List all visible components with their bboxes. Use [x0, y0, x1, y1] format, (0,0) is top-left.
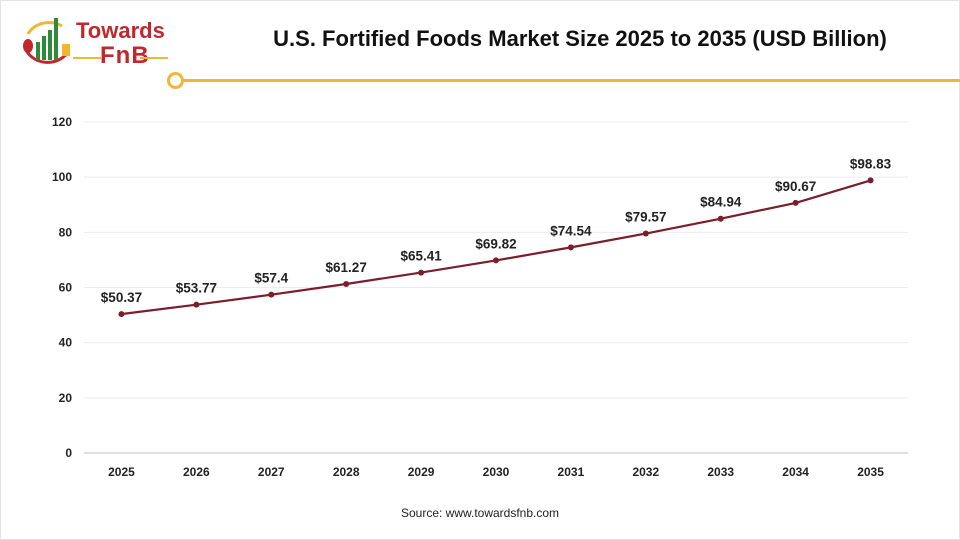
- data-label: $53.77: [176, 281, 217, 296]
- x-tick-label: 2034: [782, 465, 809, 479]
- data-point: [193, 301, 200, 308]
- y-tick-label: 60: [59, 281, 73, 295]
- logo-divider: [140, 57, 168, 59]
- x-tick-label: 2028: [333, 465, 360, 479]
- data-point: [567, 244, 574, 251]
- y-tick-label: 20: [59, 391, 73, 405]
- x-tick-label: 2031: [558, 465, 585, 479]
- data-point: [118, 311, 125, 318]
- data-label: $98.83: [850, 156, 892, 171]
- x-tick-label: 2032: [632, 465, 659, 479]
- y-tick-label: 100: [52, 170, 72, 184]
- data-label: $74.54: [550, 223, 592, 238]
- x-tick-label: 2030: [483, 465, 510, 479]
- logo: Towards FnB: [18, 12, 168, 72]
- data-point: [493, 257, 499, 264]
- logo-divider: [73, 57, 101, 59]
- logo-text-fnb: FnB: [100, 42, 150, 69]
- y-tick-label: 40: [59, 336, 73, 350]
- data-label: $79.57: [625, 210, 666, 225]
- x-tick-label: 2026: [183, 465, 210, 479]
- data-point: [268, 291, 275, 298]
- data-label: $84.94: [700, 195, 742, 210]
- chart-title: U.S. Fortified Foods Market Size 2025 to…: [273, 26, 887, 51]
- data-label: $90.67: [775, 179, 816, 194]
- logo-text-towards: Towards: [76, 18, 165, 43]
- data-point: [717, 215, 724, 222]
- data-label: $50.37: [101, 290, 142, 305]
- data-point: [418, 269, 425, 276]
- data-point: [642, 230, 649, 237]
- y-tick-label: 80: [59, 225, 73, 239]
- data-point: [792, 199, 799, 206]
- y-tick-label: 0: [65, 446, 72, 460]
- data-label: $61.27: [326, 260, 367, 275]
- data-point: [867, 177, 874, 184]
- header-rule: [182, 79, 960, 82]
- data-label: $65.41: [400, 249, 442, 264]
- y-tick-label: 120: [52, 115, 72, 129]
- x-tick-label: 2033: [707, 465, 734, 479]
- data-label: $57.4: [254, 271, 288, 286]
- x-tick-label: 2025: [108, 465, 135, 479]
- x-tick-label: 2027: [258, 465, 285, 479]
- data-label: $69.82: [475, 236, 516, 251]
- source-note: Source: www.towardsfnb.com: [400, 506, 560, 520]
- x-tick-label: 2029: [408, 465, 435, 479]
- x-tick-label: 2035: [857, 465, 884, 479]
- logo-chart-icon: [23, 18, 70, 64]
- data-point: [343, 280, 350, 287]
